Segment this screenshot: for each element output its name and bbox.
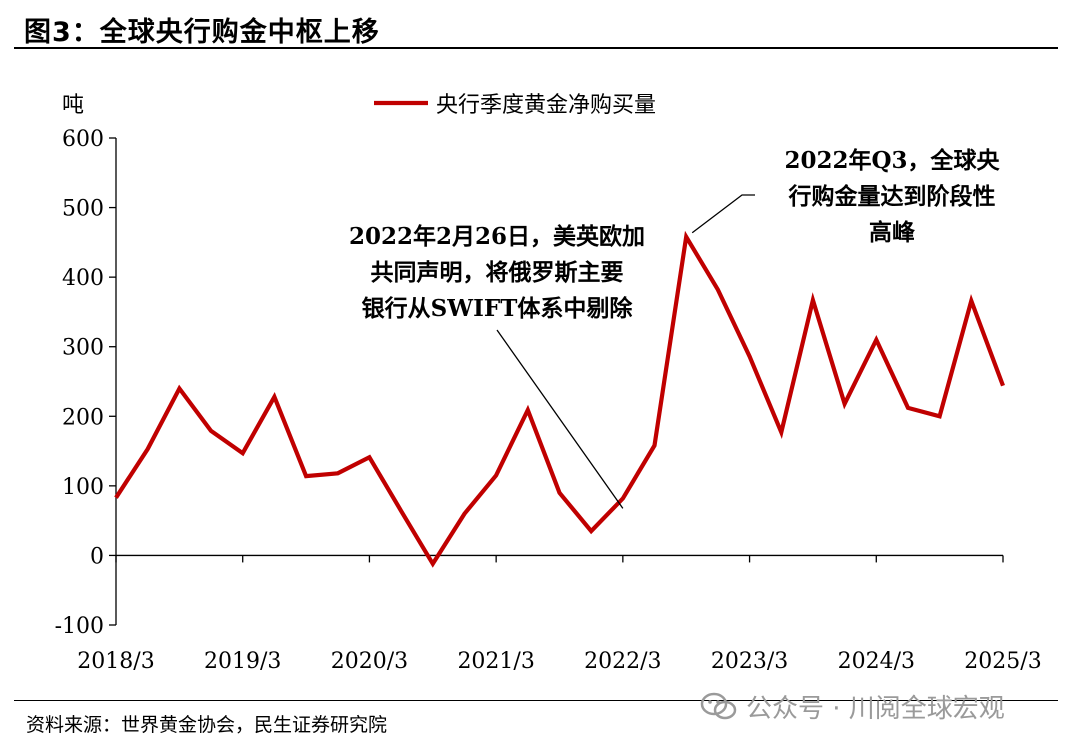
x-tick-label: 2018/3	[77, 649, 154, 674]
x-tick-label: 2019/3	[204, 649, 281, 674]
annotation-sanctions-line: 银行从SWIFT体系中剔除	[362, 295, 634, 322]
annotation-sanctions-line: 共同声明，将俄罗斯主要	[371, 259, 624, 286]
x-tick-label: 2023/3	[711, 649, 788, 674]
x-tick-label: 2025/3	[964, 649, 1041, 674]
x-tick-label: 2020/3	[331, 649, 408, 674]
y-tick-label: 600	[62, 127, 104, 152]
plot-area	[114, 230, 1005, 568]
y-tick-label: -100	[55, 614, 104, 639]
x-tick-label: 2021/3	[457, 649, 534, 674]
y-tick-label: 200	[62, 405, 104, 430]
series-line	[114, 230, 1005, 568]
chart-legend: 央行季度黄金净购买量	[374, 93, 656, 118]
watermark-text: 公众号 · 川阅全球宏观	[746, 694, 1005, 724]
line-chart: -100 0 100 200 300 400 500 600 吨 2018/3 2019/3 2020…	[55, 93, 1042, 674]
x-tick-label: 2024/3	[838, 649, 915, 674]
annotation-sanctions-line: 2022年2月26日，美英欧加	[349, 223, 645, 250]
annotation-peak-line: 行购金量达到阶段性	[788, 183, 996, 210]
annotation-peak-leader	[691, 194, 755, 234]
source-note: 资料来源：世界黄金协会，民生证券研究院	[26, 714, 388, 736]
wechat-icon	[700, 692, 737, 719]
y-tick-label: 500	[62, 197, 104, 222]
watermark: 公众号 · 川阅全球宏观	[700, 688, 1005, 725]
y-axis-unit: 吨	[62, 93, 84, 118]
y-tick-label: 0	[90, 544, 104, 569]
annotation-peak-line: 2022年Q3，全球央	[784, 147, 1000, 174]
title-divider	[14, 47, 1058, 49]
y-tick-label: 300	[62, 336, 104, 361]
legend-label: 央行季度黄金净购买量	[436, 93, 656, 118]
y-tick-label: 400	[62, 266, 104, 291]
y-tick-label: 100	[62, 475, 104, 500]
annotation-peak-line: 高峰	[869, 219, 916, 246]
chart-axes: -100 0 100 200 300 400 500 600 吨 2018/3 2019/3 2020…	[55, 93, 1042, 674]
x-tick-label: 2022/3	[584, 649, 661, 674]
annotation-sanctions-leader	[496, 329, 624, 509]
figure-title: 图3：全球央行购金中枢上移	[24, 17, 380, 48]
source-divider	[14, 700, 1058, 701]
